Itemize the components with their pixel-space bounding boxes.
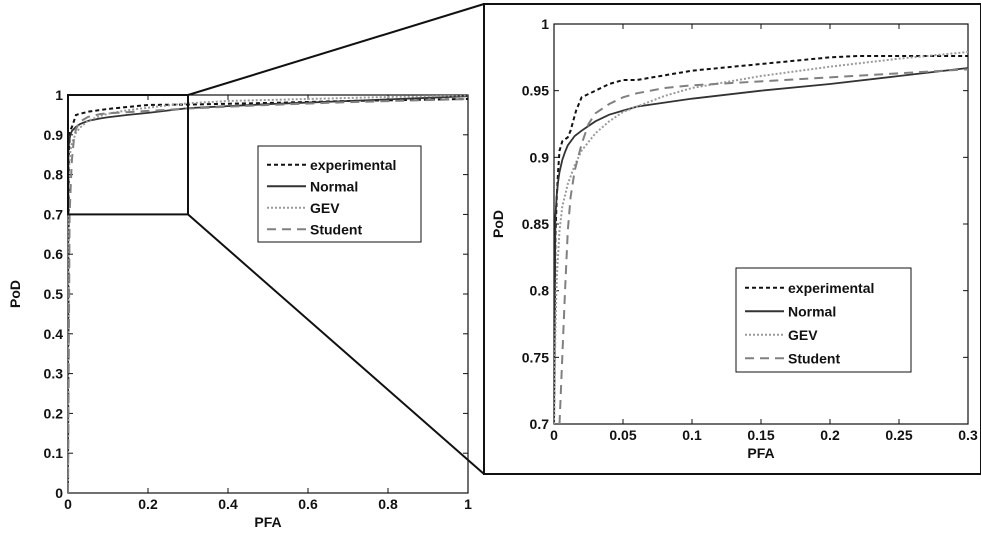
- y-tick-label: 0.7: [44, 206, 64, 222]
- zoom-box: [67, 94, 189, 216]
- x-tick-label: 0.1: [682, 427, 702, 443]
- y-tick-label: 0.8: [44, 167, 64, 183]
- legend-label: experimental: [310, 157, 396, 173]
- y-tick-label: 0.7: [530, 416, 550, 432]
- x-tick-label: 0.25: [885, 427, 912, 443]
- legend-main: experimental Normal GEV Student: [257, 145, 422, 243]
- y-tick-label: 1: [55, 87, 63, 103]
- y-tick-label: 0: [55, 485, 63, 501]
- x-tick-label: 0.05: [609, 427, 636, 443]
- legend-label: GEV: [788, 327, 818, 343]
- y-tick-label: 0.2: [44, 405, 64, 421]
- series-line-student: [68, 97, 468, 493]
- legend-label: GEV: [310, 200, 340, 216]
- x-tick-label: 0: [550, 427, 558, 443]
- legend-label: Student: [310, 221, 362, 237]
- y-tick-label: 0.9: [530, 149, 550, 165]
- x-tick-label: 0.4: [218, 496, 238, 512]
- x-tick-label: 0.8: [378, 496, 398, 512]
- series-line-normal: [68, 95, 468, 493]
- x-axis-label: PFA: [254, 514, 281, 530]
- zoom-frame: [483, 3, 981, 475]
- x-tick-label: 0.2: [138, 496, 158, 512]
- legend-box: [735, 267, 912, 373]
- y-tick-label: 1: [541, 16, 549, 32]
- chart-panel-zoom: 0 0.05 0.1 0.15 0.2 0.25 0.3 0.7 0.75 0.8 0.85 0.9 0…: [490, 16, 978, 461]
- x-tick-label: 1: [464, 496, 472, 512]
- legend-label: experimental: [788, 280, 874, 296]
- y-tick-label: 0.1: [44, 445, 64, 461]
- y-tick-label: 0.4: [44, 326, 64, 342]
- legend-zoom: experimental Normal GEV Student: [735, 267, 912, 373]
- chart-panel-main: 0 0.2 0.4 0.6 0.8 1 0 0.1 0.2 0.3 0.4 0.5 0.6 0.7 0.8 0…: [7, 87, 472, 530]
- x-tick-label: 0.6: [298, 496, 318, 512]
- y-tick-label: 0.8: [530, 283, 550, 299]
- legend-box: [257, 145, 422, 243]
- x-tick-label: 0.15: [747, 427, 774, 443]
- series-line-gev: [68, 95, 468, 493]
- x-tick-label: 0: [64, 496, 72, 512]
- legend-label: Normal: [310, 178, 358, 194]
- y-tick-label: 0.3: [44, 366, 64, 382]
- x-tick-label: 0.3: [958, 427, 978, 443]
- legend-label: Normal: [788, 303, 836, 319]
- y-tick-label: 0.95: [522, 83, 549, 99]
- y-tick-label: 0.9: [44, 127, 64, 143]
- y-tick-label: 0.85: [522, 216, 549, 232]
- series-line-gev: [554, 51, 968, 424]
- legend-label: Student: [788, 350, 840, 366]
- y-tick-label: 0.6: [44, 246, 64, 262]
- zoom-connector-bottom: [187, 213, 485, 475]
- y-axis-label: PoD: [490, 210, 506, 238]
- x-tick-label: 0.2: [820, 427, 840, 443]
- series-line-experimental: [554, 55, 968, 424]
- x-axis-label: PFA: [747, 445, 774, 461]
- y-axis-label: PoD: [7, 280, 23, 308]
- y-tick-label: 0.75: [522, 349, 549, 365]
- zoom-connector-top: [187, 3, 485, 96]
- y-tick-label: 0.5: [44, 286, 64, 302]
- series-line-student: [558, 68, 968, 424]
